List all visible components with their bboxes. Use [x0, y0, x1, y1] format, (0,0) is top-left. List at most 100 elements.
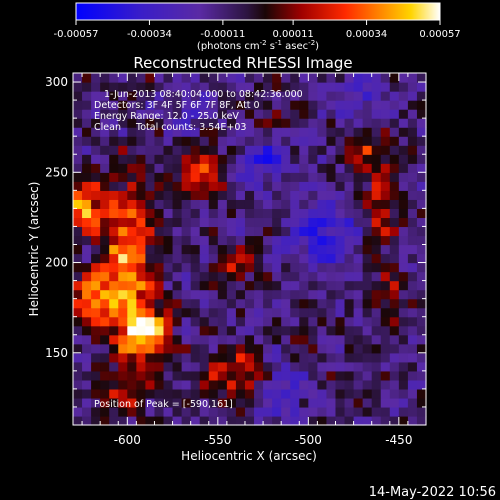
heatmap-cell: [371, 235, 382, 246]
heatmap-cell: [353, 298, 364, 309]
heatmap-cell: [235, 271, 246, 282]
heatmap-cell: [226, 289, 237, 300]
heatmap-cell: [91, 73, 101, 83]
heatmap-cell: [217, 244, 228, 255]
heatmap-cell: [389, 100, 400, 110]
heatmap-cell: [308, 190, 318, 200]
heatmap-cell: [389, 73, 400, 83]
heatmap-cell: [362, 109, 373, 119]
heatmap-cell: [226, 172, 237, 182]
heatmap-cell: [82, 190, 92, 200]
heatmap-cell: [91, 406, 101, 417]
heatmap-cell: [272, 172, 282, 182]
heatmap-cell: [416, 289, 427, 300]
heatmap-cell: [226, 370, 237, 381]
heatmap-cell: [254, 226, 264, 237]
heatmap-cell: [118, 307, 128, 318]
heatmap-cell: [344, 307, 355, 318]
annotation-block: 1-Jun-2013 08:40:04.000 to 08:42:36.000 …: [94, 89, 303, 410]
heatmap-cell: [416, 334, 427, 345]
heatmap-cell: [335, 235, 346, 246]
heatmap-cell: [154, 190, 165, 200]
heatmap-cell: [244, 226, 255, 237]
heatmap-cell: [145, 73, 156, 83]
heatmap-cell: [73, 352, 83, 363]
heatmap-cell: [362, 370, 373, 381]
heatmap-cell: [380, 109, 391, 119]
heatmap-cell: [136, 271, 147, 282]
heatmap-cell: [290, 379, 300, 390]
heatmap-cell: [389, 82, 400, 92]
heatmap-cell: [73, 181, 83, 191]
heatmap-cell: [82, 262, 92, 273]
heatmap-cell: [163, 388, 174, 399]
heatmap-cell: [290, 199, 300, 209]
heatmap-cell: [217, 352, 228, 363]
heatmap-cell: [100, 262, 110, 273]
heatmap-cell: [353, 118, 364, 128]
heatmap-cell: [190, 415, 201, 426]
heatmap-cell: [172, 280, 183, 291]
heatmap-cell: [371, 73, 382, 83]
heatmap-cell: [263, 415, 273, 426]
heatmap-cell: [344, 190, 355, 200]
heatmap-cell: [371, 343, 382, 354]
heatmap-cell: [326, 235, 337, 246]
heatmap-cell: [226, 190, 237, 200]
heatmap-cell: [353, 145, 364, 155]
heatmap-cell: [127, 118, 137, 128]
heatmap-cell: [389, 262, 400, 273]
heatmap-cell: [91, 361, 101, 372]
heatmap-cell: [407, 370, 418, 381]
heatmap-cell: [172, 127, 183, 137]
heatmap-cell: [254, 289, 264, 300]
heatmap-cell: [82, 271, 92, 282]
heatmap-cell: [118, 289, 128, 300]
heatmap-cell: [263, 316, 273, 327]
heatmap-cell: [326, 253, 337, 264]
heatmap-cell: [172, 361, 183, 372]
heatmap-cell: [398, 262, 409, 273]
heatmap-cell: [145, 136, 156, 146]
heatmap-cell: [407, 226, 418, 237]
heatmap-cell: [127, 235, 137, 246]
heatmap-cell: [154, 370, 165, 381]
heatmap-cell: [326, 136, 337, 146]
heatmap-cell: [91, 82, 101, 92]
heatmap-cell: [217, 262, 228, 273]
y-tick-label: 300: [45, 75, 68, 89]
heatmap-cell: [317, 235, 328, 246]
heatmap-cell: [380, 289, 391, 300]
heatmap-cell: [389, 271, 400, 282]
heatmap-cell: [73, 280, 83, 291]
heatmap-cell: [290, 397, 300, 408]
heatmap-cell: [226, 361, 237, 372]
heatmap-cell: [416, 244, 427, 255]
heatmap-cell: [407, 397, 418, 408]
heatmap-cell: [190, 226, 201, 237]
heatmap-cell: [416, 118, 427, 128]
heatmap-cell: [254, 82, 264, 92]
heatmap-cell: [281, 163, 291, 173]
heatmap-cell: [281, 343, 291, 354]
heatmap-cell: [299, 217, 309, 228]
heatmap-cell: [235, 397, 246, 408]
heatmap-cell: [299, 379, 309, 390]
heatmap-cell: [308, 181, 318, 191]
heatmap-cell: [109, 190, 119, 200]
heatmap-cell: [244, 370, 255, 381]
heatmap-cell: [326, 100, 337, 110]
heatmap-cell: [136, 325, 147, 336]
heatmap-cell: [244, 352, 255, 363]
heatmap-cell: [290, 316, 300, 327]
heatmap-cell: [344, 208, 355, 219]
heatmap-cell: [100, 307, 110, 318]
heatmap-cell: [389, 370, 400, 381]
heatmap-cell: [281, 415, 291, 426]
heatmap-cell: [308, 271, 318, 282]
heatmap-cell: [73, 91, 83, 101]
heatmap-cell: [181, 316, 192, 327]
heatmap-cell: [353, 73, 364, 83]
heatmap-cell: [190, 397, 201, 408]
heatmap-cell: [118, 217, 128, 228]
